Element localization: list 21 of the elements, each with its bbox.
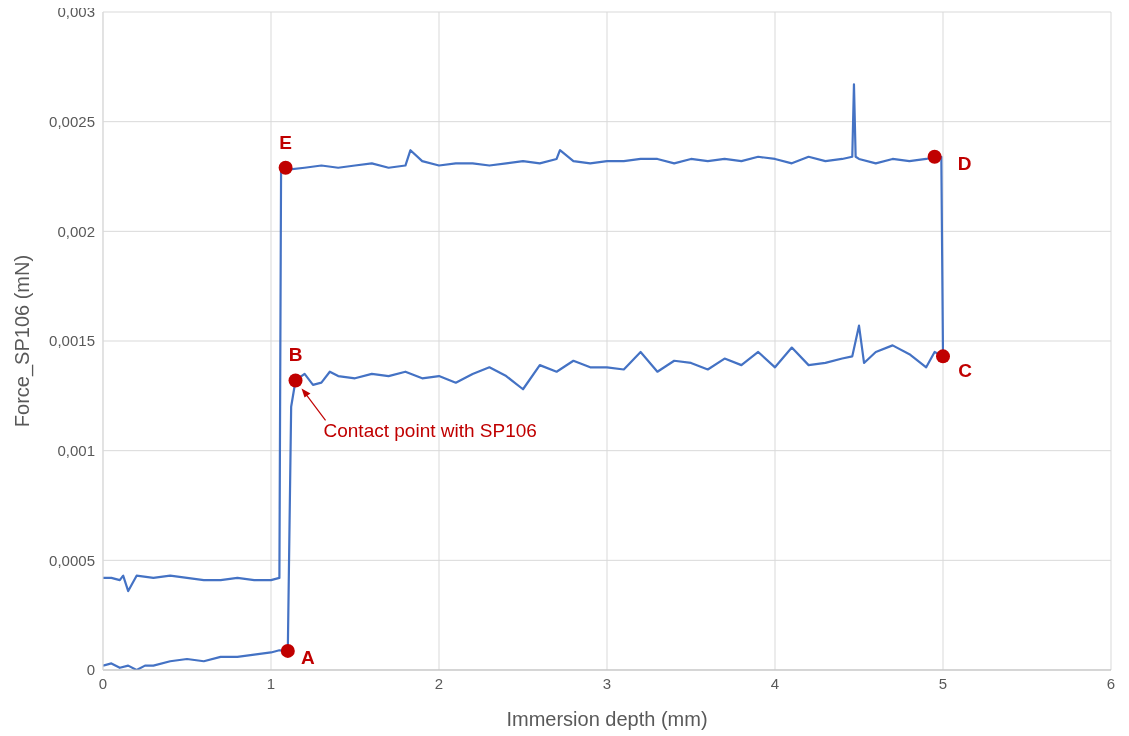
y-tick-label: 0,002: [57, 222, 95, 240]
annotation: D: [957, 152, 972, 174]
x-tick-label: 4: [770, 674, 780, 692]
annotation: E: [279, 131, 292, 153]
y-tick-label: 0,0005: [49, 551, 95, 569]
x-tick-label: 6: [1106, 674, 1116, 692]
annotation: B: [288, 344, 303, 366]
x-axis-title: Immersion depth (mm): [506, 708, 708, 730]
y-tick-label: 0: [86, 661, 95, 679]
x-tick-label: 0: [98, 674, 108, 692]
y-tick-label: 0,0025: [49, 112, 95, 130]
x-tick-label: 3: [602, 674, 612, 692]
x-tick-label: 2: [434, 674, 444, 692]
x-tick-label: 1: [266, 674, 276, 692]
y-tick-label: 0,001: [57, 441, 95, 459]
y-axis-title: Force_SP106 (mN): [11, 254, 35, 428]
x-tick-label: 5: [938, 674, 948, 692]
annotation: C: [958, 360, 973, 382]
annotation: A: [300, 646, 315, 668]
y-tick-label: 0,0015: [49, 332, 95, 350]
annotation: Contact point with SP106: [323, 420, 537, 442]
